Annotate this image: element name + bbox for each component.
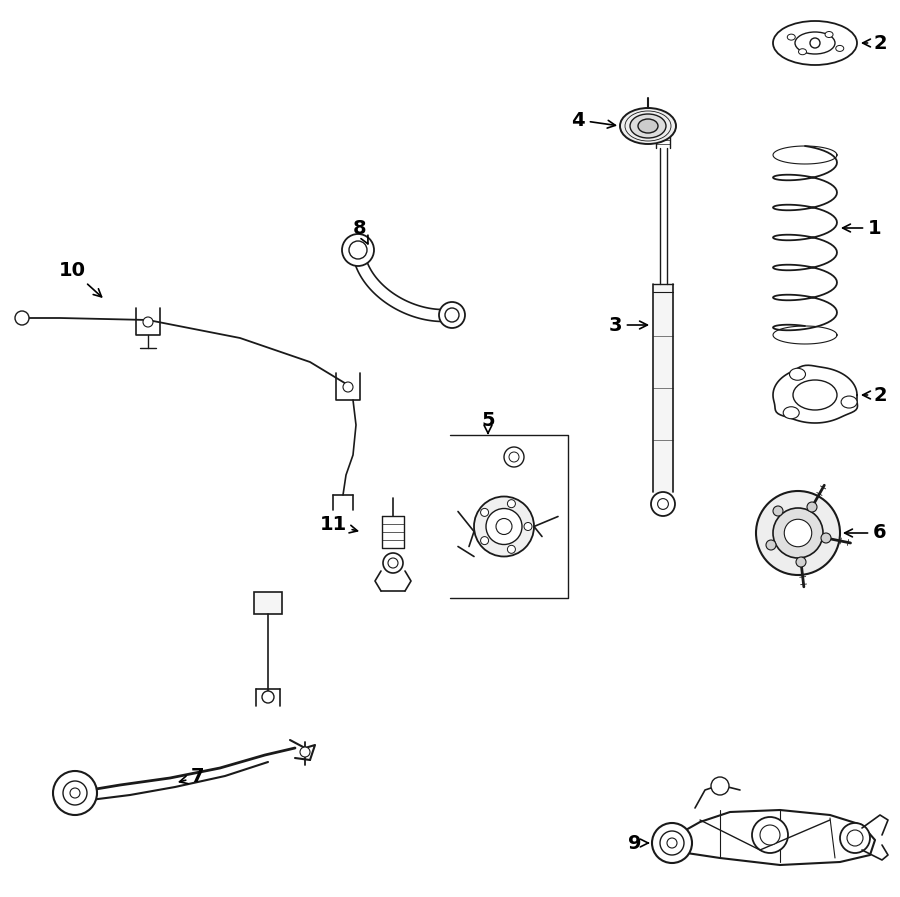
Text: 8: 8 — [353, 219, 368, 244]
Ellipse shape — [789, 369, 806, 380]
Ellipse shape — [773, 21, 857, 65]
Circle shape — [524, 522, 532, 530]
Circle shape — [481, 509, 489, 517]
Circle shape — [651, 492, 675, 516]
Circle shape — [439, 302, 465, 328]
Circle shape — [445, 308, 459, 322]
Circle shape — [481, 536, 489, 544]
Circle shape — [509, 452, 519, 462]
Circle shape — [760, 825, 780, 845]
Ellipse shape — [825, 31, 833, 38]
Circle shape — [784, 519, 812, 547]
Circle shape — [807, 502, 817, 512]
Text: 3: 3 — [608, 316, 647, 335]
Circle shape — [63, 781, 87, 805]
Circle shape — [508, 545, 516, 553]
Circle shape — [486, 509, 522, 544]
Circle shape — [652, 823, 692, 863]
Circle shape — [70, 788, 80, 798]
Ellipse shape — [788, 34, 796, 40]
Text: 2: 2 — [862, 33, 886, 53]
Text: 2: 2 — [862, 386, 886, 405]
Text: 10: 10 — [58, 260, 102, 297]
Polygon shape — [653, 283, 673, 492]
Circle shape — [756, 491, 840, 575]
Circle shape — [711, 777, 729, 795]
Ellipse shape — [620, 108, 676, 144]
Circle shape — [15, 311, 29, 325]
Ellipse shape — [795, 32, 835, 54]
Ellipse shape — [793, 380, 837, 410]
Circle shape — [773, 506, 783, 516]
Text: 11: 11 — [320, 516, 357, 535]
Text: 5: 5 — [482, 411, 495, 433]
Circle shape — [388, 558, 398, 568]
Circle shape — [143, 317, 153, 327]
Text: 1: 1 — [842, 219, 882, 238]
Circle shape — [383, 553, 403, 573]
Circle shape — [847, 830, 863, 846]
Circle shape — [773, 508, 823, 558]
Ellipse shape — [630, 114, 666, 138]
Circle shape — [343, 382, 353, 392]
Circle shape — [508, 500, 516, 508]
Text: 7: 7 — [179, 768, 205, 787]
Circle shape — [752, 817, 788, 853]
Ellipse shape — [810, 38, 820, 48]
Circle shape — [840, 823, 870, 853]
Circle shape — [796, 557, 806, 567]
Circle shape — [496, 518, 512, 535]
Circle shape — [342, 234, 374, 266]
Text: 6: 6 — [844, 524, 886, 543]
Text: 9: 9 — [628, 833, 648, 852]
Bar — [254, 592, 282, 614]
Circle shape — [504, 447, 524, 467]
Circle shape — [349, 241, 367, 259]
Ellipse shape — [842, 396, 857, 408]
Circle shape — [53, 771, 97, 815]
Circle shape — [667, 838, 677, 848]
Circle shape — [300, 747, 310, 757]
Circle shape — [658, 499, 669, 509]
Circle shape — [660, 831, 684, 855]
Ellipse shape — [798, 48, 806, 55]
Circle shape — [821, 533, 831, 543]
Circle shape — [474, 497, 534, 556]
Circle shape — [766, 540, 776, 550]
Ellipse shape — [783, 406, 799, 419]
Text: 4: 4 — [572, 110, 616, 129]
Ellipse shape — [836, 46, 844, 51]
Ellipse shape — [638, 119, 658, 133]
Circle shape — [262, 691, 274, 703]
